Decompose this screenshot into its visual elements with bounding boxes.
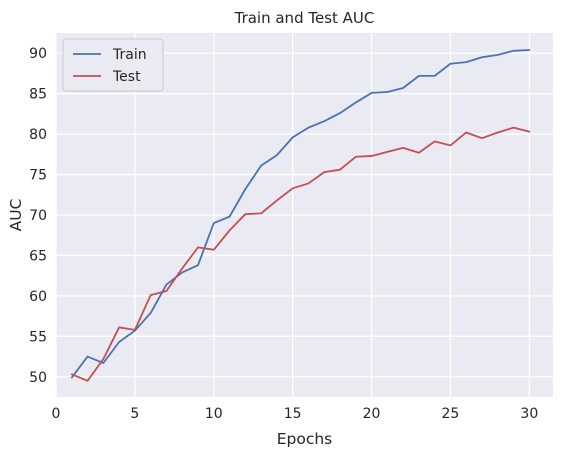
y-tick-label: 60 (29, 289, 47, 305)
x-tick-label: 5 (130, 406, 139, 422)
x-tick-label: 10 (205, 406, 223, 422)
series-line-train (70, 49, 531, 379)
y-tick-label: 90 (29, 46, 47, 62)
chart-title: Train and Test AUC (234, 9, 375, 27)
legend-box (62, 38, 164, 92)
series-line-test (70, 126, 531, 382)
x-tick-label: 20 (363, 406, 381, 422)
y-axis-label: AUC (7, 199, 25, 232)
x-axis-label: Epochs (277, 430, 333, 448)
grid-lines (55, 33, 553, 397)
y-tick-label: 80 (29, 127, 47, 143)
x-tick-label: 30 (520, 406, 538, 422)
y-tick-label: 65 (29, 248, 47, 264)
y-tick-label: 85 (29, 87, 47, 103)
x-tick-label: 25 (442, 406, 460, 422)
legend-label: Test (112, 69, 141, 85)
y-tick-label: 70 (29, 208, 47, 224)
legend: Train Test (62, 38, 164, 92)
y-tick-label: 50 (29, 370, 47, 386)
x-tick-labels: 0 5 10 15 20 25 30 (52, 406, 539, 422)
x-tick-label: 0 (52, 406, 61, 422)
legend-label: Train (112, 47, 147, 63)
series-lines (70, 49, 531, 382)
x-tick-label: 15 (284, 406, 302, 422)
y-tick-label: 75 (29, 168, 47, 184)
y-tick-label: 55 (29, 329, 47, 345)
y-tick-labels: 50 55 60 65 70 75 80 85 90 (29, 46, 47, 386)
